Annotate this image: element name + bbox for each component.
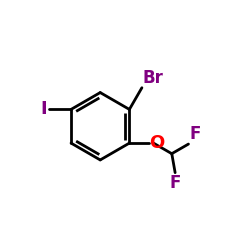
Text: F: F bbox=[190, 126, 201, 144]
Text: Br: Br bbox=[143, 69, 164, 87]
Text: O: O bbox=[150, 134, 165, 152]
Text: F: F bbox=[170, 174, 181, 192]
Text: I: I bbox=[41, 100, 47, 118]
